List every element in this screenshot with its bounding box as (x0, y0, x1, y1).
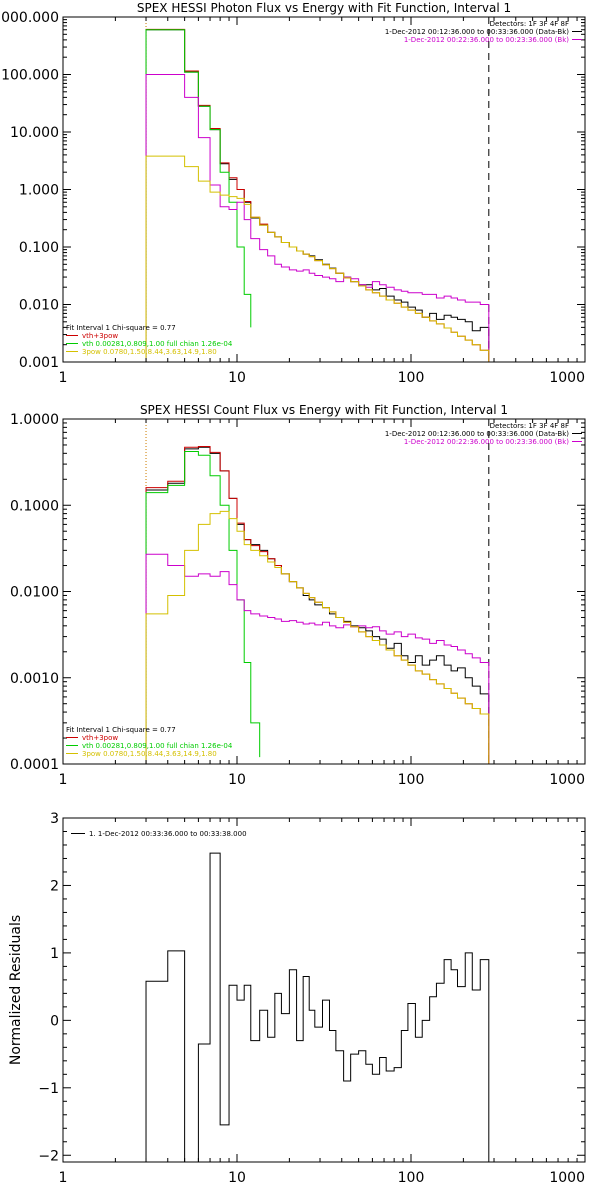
fit-legend-title: Fit Interval 1 Chi-square = 0.77 (66, 726, 176, 734)
x-tick-label: 10 (228, 772, 246, 788)
y-tick-label: 0.010 (19, 298, 59, 314)
x-tick-label: 1 (59, 1170, 68, 1186)
series-3-line (145, 29, 252, 362)
chart-3: 1 10 100 1000 −2 −1 0 1 2 3 Normalized Residuals 1.… (8, 811, 586, 1186)
x-tick-label: 1 (59, 772, 68, 788)
y-tick-label: 2 (50, 878, 59, 894)
y-axis-label: Normalized Residuals (8, 915, 24, 1065)
fit-legend-entry-3: 3pow 0.0780,1.50,8.44,3.63,14.9,1.80 (82, 348, 217, 356)
series-3-line (145, 450, 261, 764)
x-tick-label: 100 (398, 772, 425, 788)
y-tick-label: 0.0010 (10, 671, 59, 687)
y-tick-label: 0.0100 (10, 585, 59, 601)
chart-1: 1 10 100 1000 0.001 0.010 0.100 1.000 10.000 100.… (0, 1, 586, 386)
header-line-2: 1-Dec-2012 00:12:36.000 to 00:33:36.000 … (385, 430, 569, 438)
x-tick-label: 10 (228, 370, 246, 386)
y-tick-label: 0.0001 (10, 757, 59, 773)
x-tick-label: 100 (398, 1170, 425, 1186)
series-group (145, 445, 490, 764)
y-tick-label: 1 (50, 946, 59, 962)
x-tick-label: 100 (398, 370, 425, 386)
series-4-line (145, 553, 490, 764)
fit-legend-title: Fit Interval 1 Chi-square = 0.77 (66, 324, 176, 332)
legend-entry: 1. 1-Dec-2012 00:33:36.000 to 00:33:38.0… (89, 830, 247, 838)
y-tick-label: −1 (38, 1081, 59, 1097)
y-tick-label: 100.000 (1, 68, 59, 84)
header-line-3: 1-Dec-2012 00:22:36.000 to 00:23:36.000 … (404, 36, 569, 44)
series-5-line (145, 510, 490, 764)
plot-frame (62, 16, 586, 363)
series-4-line (145, 74, 490, 362)
x-tick-label: 10 (228, 1170, 246, 1186)
header-line-2: 1-Dec-2012 00:12:36.000 to 00:33:36.000 … (385, 28, 569, 36)
y-tick-label: 1.0000 (10, 412, 59, 428)
y-tick-label: 0.1000 (10, 498, 59, 514)
header-line-1: Detectors: 1F 3F 4F 8F (490, 422, 569, 430)
series-1-line (145, 852, 490, 1162)
chart-title: SPEX HESSI Photon Flux vs Energy with Fi… (137, 1, 511, 15)
chart-2: 1 10 100 1000 0.0001 0.0010 0.0100 0.1000 1.0000… (10, 403, 586, 788)
fit-legend-entry-2: vth 0.00281,0.809,1.00 full chian 1.26e-… (82, 340, 233, 348)
series-group (145, 28, 490, 362)
fit-legend-entry-2: vth 0.00281,0.809,1.00 full chian 1.26e-… (82, 742, 233, 750)
y-tick-label: 0 (50, 1013, 59, 1029)
fit-legend-entry-1: vth+3pow (82, 332, 118, 340)
y-tick-label: −2 (38, 1148, 59, 1164)
y-tick-label: 3 (50, 811, 59, 827)
header-line-3: 1-Dec-2012 00:22:36.000 to 00:23:36.000 … (404, 438, 569, 446)
series-1-line (145, 29, 490, 362)
plot-frame (62, 418, 586, 765)
chart-title: SPEX HESSI Count Flux vs Energy with Fit… (140, 403, 508, 417)
y-tick-label: 1000.000 (0, 10, 59, 26)
x-tick-label: 1000 (549, 370, 585, 386)
fit-legend-entry-1: vth+3pow (82, 734, 118, 742)
fit-legend-entry-3: 3pow 0.0780,1.50,8.44,3.63,14.9,1.80 (82, 750, 217, 758)
y-tick-label: 0.001 (19, 355, 59, 371)
x-tick-label: 1000 (549, 1170, 585, 1186)
y-tick-label: 0.100 (19, 240, 59, 256)
x-tick-label: 1000 (549, 772, 585, 788)
x-tick-label: 1 (59, 370, 68, 386)
series-group (145, 852, 490, 1162)
plot-frame (62, 817, 586, 1163)
y-tick-label: 1.000 (19, 183, 59, 199)
y-tick-label: 10.000 (10, 125, 59, 141)
series-1-line (145, 446, 490, 764)
series-5-line (145, 155, 490, 362)
header-line-1: Detectors: 1F 3F 4F 8F (490, 20, 569, 28)
series-2-line (145, 28, 490, 362)
